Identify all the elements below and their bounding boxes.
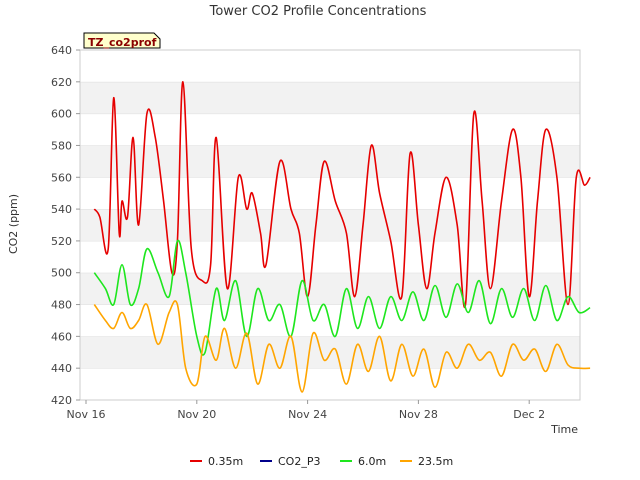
x-tick-label: Nov 20 <box>177 408 216 421</box>
series-line-6.0m <box>93 239 591 356</box>
badge-box <box>83 32 161 49</box>
y-axis-ticks: 420 440 460 480 500 520 540 560 580 600 620 640 <box>51 44 80 407</box>
y-tick-label: 480 <box>51 299 72 312</box>
x-axis-ticks: Nov 16 Nov 20 Nov 24 Nov 28 Dec 2 <box>67 400 545 421</box>
series-lines <box>93 80 591 393</box>
x-tick-label: Nov 16 <box>67 408 106 421</box>
y-tick-label: 540 <box>51 203 72 216</box>
y-tick-label: 620 <box>51 76 72 89</box>
grid-band <box>80 272 580 305</box>
chart-title: Tower CO2 Profile Concentrations <box>209 4 427 19</box>
legend: 0.35m CO2_P3 6.0m 23.5m <box>190 455 453 468</box>
x-tick-label: Nov 28 <box>399 408 438 421</box>
y-tick-label: 560 <box>51 171 72 184</box>
series-line-23.5m <box>93 300 591 393</box>
x-axis-title: Time <box>550 423 578 436</box>
plot-frame <box>79 49 581 401</box>
legend-label: 0.35m <box>208 455 243 468</box>
grid-band <box>80 81 580 114</box>
grid-band <box>80 240 580 273</box>
grid-band <box>80 177 580 210</box>
series-line-0.35m <box>93 80 591 309</box>
grid-band <box>80 50 580 82</box>
y-tick-label: 500 <box>51 267 72 280</box>
plot-background-bands <box>80 49 580 400</box>
grid-band <box>80 209 580 241</box>
legend-label: 6.0m <box>358 455 386 468</box>
legend-label: 23.5m <box>418 455 453 468</box>
x-tick-label: Nov 24 <box>288 408 327 421</box>
y-tick-label: 440 <box>51 362 72 375</box>
grid-band <box>80 368 580 400</box>
grid-band <box>80 145 580 178</box>
y-tick-label: 460 <box>51 330 72 343</box>
y-tick-label: 420 <box>51 394 72 407</box>
y-tick-label: 640 <box>51 44 72 57</box>
grid-band <box>80 113 580 146</box>
chart-badge: TZ_co2prof <box>83 32 161 49</box>
y-tick-label: 600 <box>51 108 72 121</box>
y-tick-label: 520 <box>51 235 72 248</box>
y-axis-title: CO2 (ppm) <box>7 194 20 254</box>
badge-label: TZ_co2prof <box>88 36 157 49</box>
x-tick-label: Dec 2 <box>513 408 545 421</box>
legend-label: CO2_P3 <box>278 455 320 468</box>
y-tick-label: 580 <box>51 139 72 152</box>
